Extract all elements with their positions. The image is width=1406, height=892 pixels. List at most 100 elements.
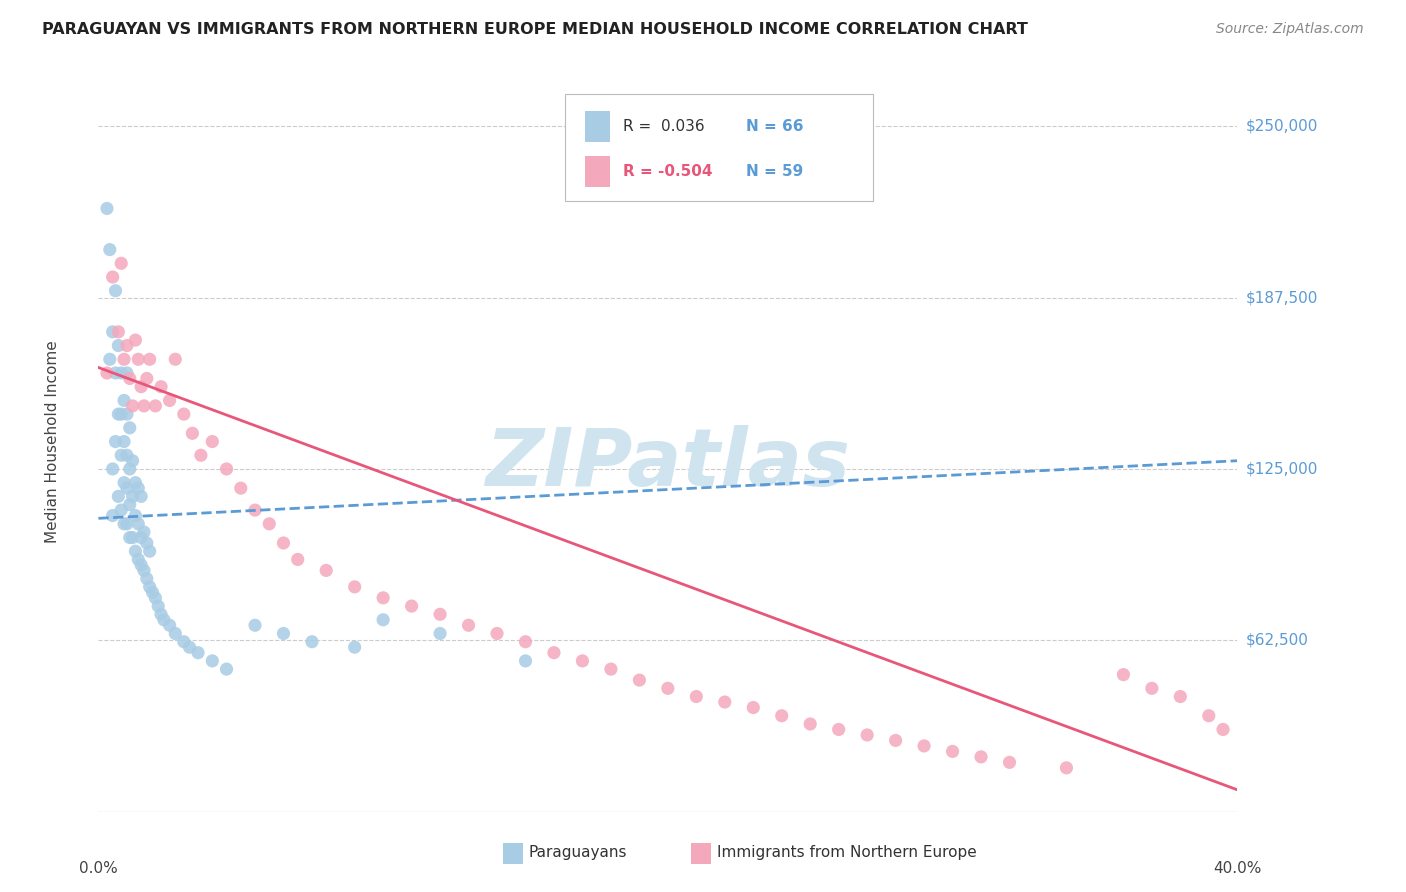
Point — [215, 662, 238, 676]
Point — [124, 544, 146, 558]
FancyBboxPatch shape — [565, 94, 873, 201]
Point — [115, 366, 138, 380]
Point — [429, 607, 451, 622]
Point — [770, 708, 793, 723]
Point — [101, 462, 124, 476]
Point — [98, 352, 121, 367]
Text: Source: ZipAtlas.com: Source: ZipAtlas.com — [1216, 22, 1364, 37]
Text: 40.0%: 40.0% — [1213, 861, 1261, 876]
Point — [201, 434, 224, 449]
Text: Paraguayans: Paraguayans — [529, 845, 627, 860]
Point — [112, 475, 135, 490]
Point — [301, 634, 323, 648]
Point — [515, 634, 537, 648]
Point — [343, 580, 366, 594]
Text: PARAGUAYAN VS IMMIGRANTS FROM NORTHERN EUROPE MEDIAN HOUSEHOLD INCOME CORRELATIO: PARAGUAYAN VS IMMIGRANTS FROM NORTHERN E… — [42, 22, 1028, 37]
Point — [138, 352, 160, 367]
Point — [429, 626, 451, 640]
Point — [118, 371, 141, 385]
Point — [112, 352, 135, 367]
Point — [201, 654, 224, 668]
Point — [107, 338, 129, 352]
Point — [942, 744, 965, 758]
Text: Immigrants from Northern Europe: Immigrants from Northern Europe — [717, 845, 977, 860]
Point — [115, 407, 138, 421]
Point — [287, 552, 309, 566]
Text: 0.0%: 0.0% — [79, 861, 118, 876]
Point — [104, 366, 127, 380]
Point — [273, 626, 295, 640]
Point — [115, 516, 138, 531]
Point — [657, 681, 679, 696]
Point — [104, 434, 127, 449]
Point — [165, 352, 187, 367]
Point — [96, 366, 118, 380]
Text: $125,000: $125,000 — [1246, 461, 1319, 476]
Bar — [585, 156, 610, 187]
Text: N = 59: N = 59 — [747, 164, 804, 179]
Point — [135, 371, 157, 385]
Point — [343, 640, 366, 655]
Point — [101, 270, 124, 285]
Point — [112, 434, 135, 449]
Point — [998, 756, 1021, 770]
Point — [970, 750, 993, 764]
Text: N = 66: N = 66 — [747, 120, 804, 134]
Point — [129, 380, 152, 394]
Point — [1056, 761, 1078, 775]
Point — [486, 626, 509, 640]
Point — [181, 426, 204, 441]
Point — [110, 407, 132, 421]
Point — [124, 508, 146, 523]
Point — [145, 399, 167, 413]
Point — [107, 489, 129, 503]
Point — [138, 544, 160, 558]
Point — [1140, 681, 1163, 696]
Point — [132, 399, 155, 413]
Point — [121, 531, 143, 545]
Bar — [690, 843, 711, 863]
Point — [912, 739, 935, 753]
Point — [153, 613, 176, 627]
Point — [179, 640, 201, 655]
Point — [243, 503, 266, 517]
Point — [112, 516, 135, 531]
Point — [121, 489, 143, 503]
Point — [259, 516, 281, 531]
Point — [159, 393, 181, 408]
Point — [159, 618, 181, 632]
Point — [112, 393, 135, 408]
Point — [129, 531, 152, 545]
Point — [515, 654, 537, 668]
Point — [127, 481, 149, 495]
Point — [98, 243, 121, 257]
Text: $250,000: $250,000 — [1246, 119, 1319, 134]
Point — [135, 536, 157, 550]
Point — [96, 202, 118, 216]
Point — [107, 325, 129, 339]
Point — [121, 454, 143, 468]
Point — [685, 690, 707, 704]
Point — [856, 728, 879, 742]
Point — [243, 618, 266, 632]
Point — [543, 646, 565, 660]
Point — [124, 333, 146, 347]
Point — [173, 634, 195, 648]
Point — [115, 481, 138, 495]
Point — [127, 352, 149, 367]
Point — [110, 366, 132, 380]
Point — [141, 585, 163, 599]
Point — [315, 563, 337, 577]
Point — [118, 421, 141, 435]
Point — [110, 503, 132, 517]
Text: Median Household Income: Median Household Income — [45, 340, 60, 543]
Point — [127, 552, 149, 566]
Point — [884, 733, 907, 747]
Point — [118, 498, 141, 512]
Point — [115, 448, 138, 462]
Point — [600, 662, 623, 676]
Bar — [585, 112, 610, 142]
Point — [1212, 723, 1234, 737]
Text: R = -0.504: R = -0.504 — [623, 164, 713, 179]
Point — [187, 646, 209, 660]
